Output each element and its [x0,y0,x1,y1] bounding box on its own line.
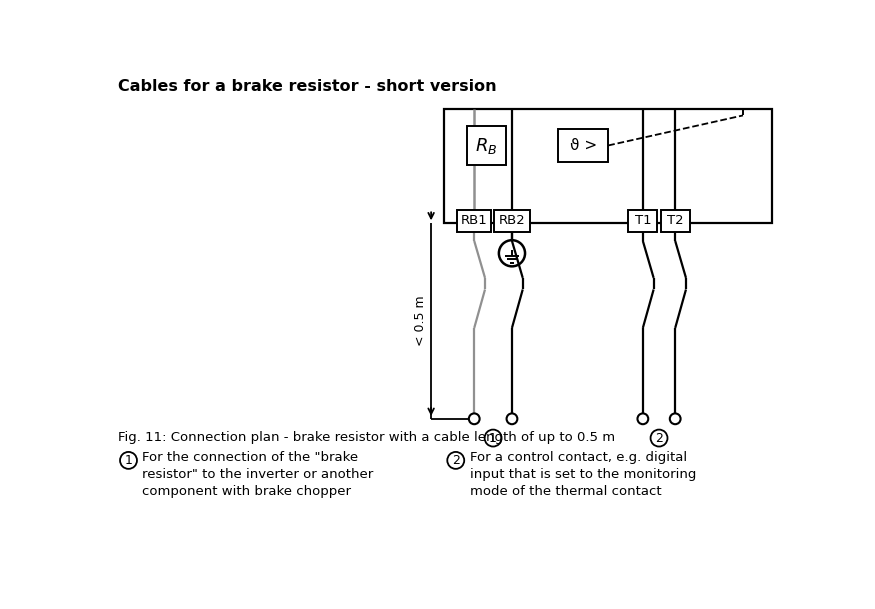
Circle shape [469,414,480,424]
Bar [494,210,529,231]
Bar [458,210,491,231]
Text: RB2: RB2 [499,214,525,227]
Circle shape [670,414,681,424]
Text: T1: T1 [634,214,651,227]
Text: T2: T2 [667,214,683,227]
Bar [444,109,773,224]
Bar [467,126,506,166]
Text: Fig. 11: Connection plan - brake resistor with a cable length of up to 0.5 m: Fig. 11: Connection plan - brake resisto… [118,431,615,444]
Bar [628,210,657,231]
Text: 1: 1 [124,454,132,467]
Circle shape [507,414,517,424]
Text: ϑ >: ϑ > [570,138,597,153]
Text: For the connection of the "brake
resistor" to the inverter or another
component : For the connection of the "brake resisto… [143,451,374,498]
Text: Cables for a brake resistor - short version: Cables for a brake resistor - short vers… [118,79,496,94]
Circle shape [638,414,648,424]
Text: RB1: RB1 [461,214,487,227]
Text: 2: 2 [655,432,663,445]
Bar [661,210,690,231]
Bar [558,128,608,163]
Text: < 0.5 m: < 0.5 m [414,296,427,347]
Text: For a control contact, e.g. digital
input that is set to the monitoring
mode of : For a control contact, e.g. digital inpu… [470,451,696,498]
Text: 2: 2 [452,454,459,467]
Text: 1: 1 [489,432,497,445]
Text: $R_B$: $R_B$ [475,136,498,156]
